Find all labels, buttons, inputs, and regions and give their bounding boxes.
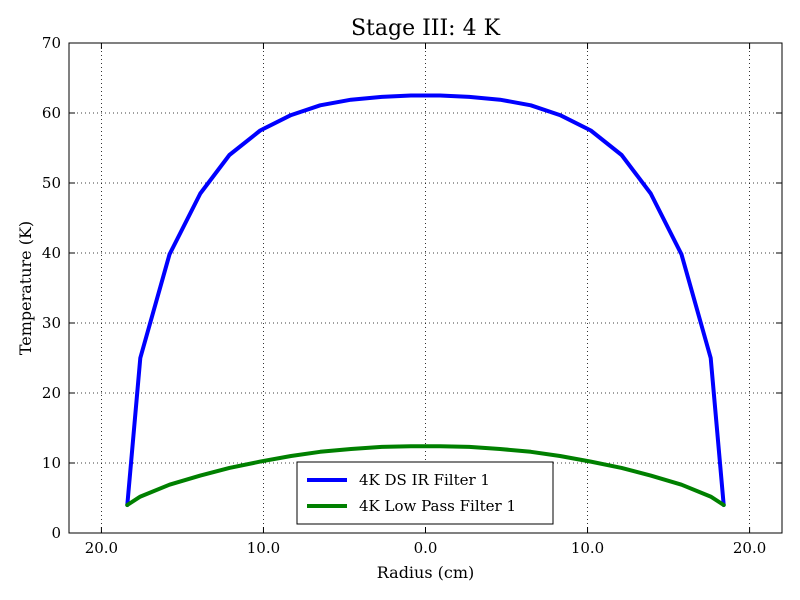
x-tick-label: 10.0 <box>571 539 604 557</box>
grid <box>69 42 782 534</box>
y-tick-label: 40 <box>42 244 61 262</box>
y-axis-label: Temperature (K) <box>16 221 35 355</box>
legend-label-1: 4K DS IR Filter 1 <box>359 471 490 489</box>
x-tick-label: 10.0 <box>247 539 280 557</box>
x-tick-label: 0.0 <box>414 539 438 557</box>
y-tick-label: 20 <box>42 384 61 402</box>
x-tick-label: 20.0 <box>733 539 766 557</box>
y-tick-label: 10 <box>42 454 61 472</box>
y-tick-label: 70 <box>42 34 61 52</box>
chart-title: Stage III: 4 K <box>351 16 501 41</box>
x-tick-label: 20.0 <box>85 539 118 557</box>
x-axis-label: Radius (cm) <box>377 563 475 582</box>
y-tick-label: 60 <box>42 104 61 122</box>
legend-box <box>296 461 554 525</box>
series-line-1 <box>125 93 726 507</box>
legend-label-2: 4K Low Pass Filter 1 <box>359 497 516 515</box>
y-tick-label: 30 <box>42 314 61 332</box>
y-tick-label: 50 <box>42 174 61 192</box>
series-layer <box>125 93 726 507</box>
y-tick-label: 0 <box>51 524 61 542</box>
ticks: 20.0 10.0 0.0 10.0 20.0 0 10 20 30 40 50 60 70 <box>42 34 782 557</box>
legend: 4K DS IR Filter 1 4K Low Pass Filter 1 <box>296 461 554 525</box>
series-line-2 <box>125 444 726 507</box>
